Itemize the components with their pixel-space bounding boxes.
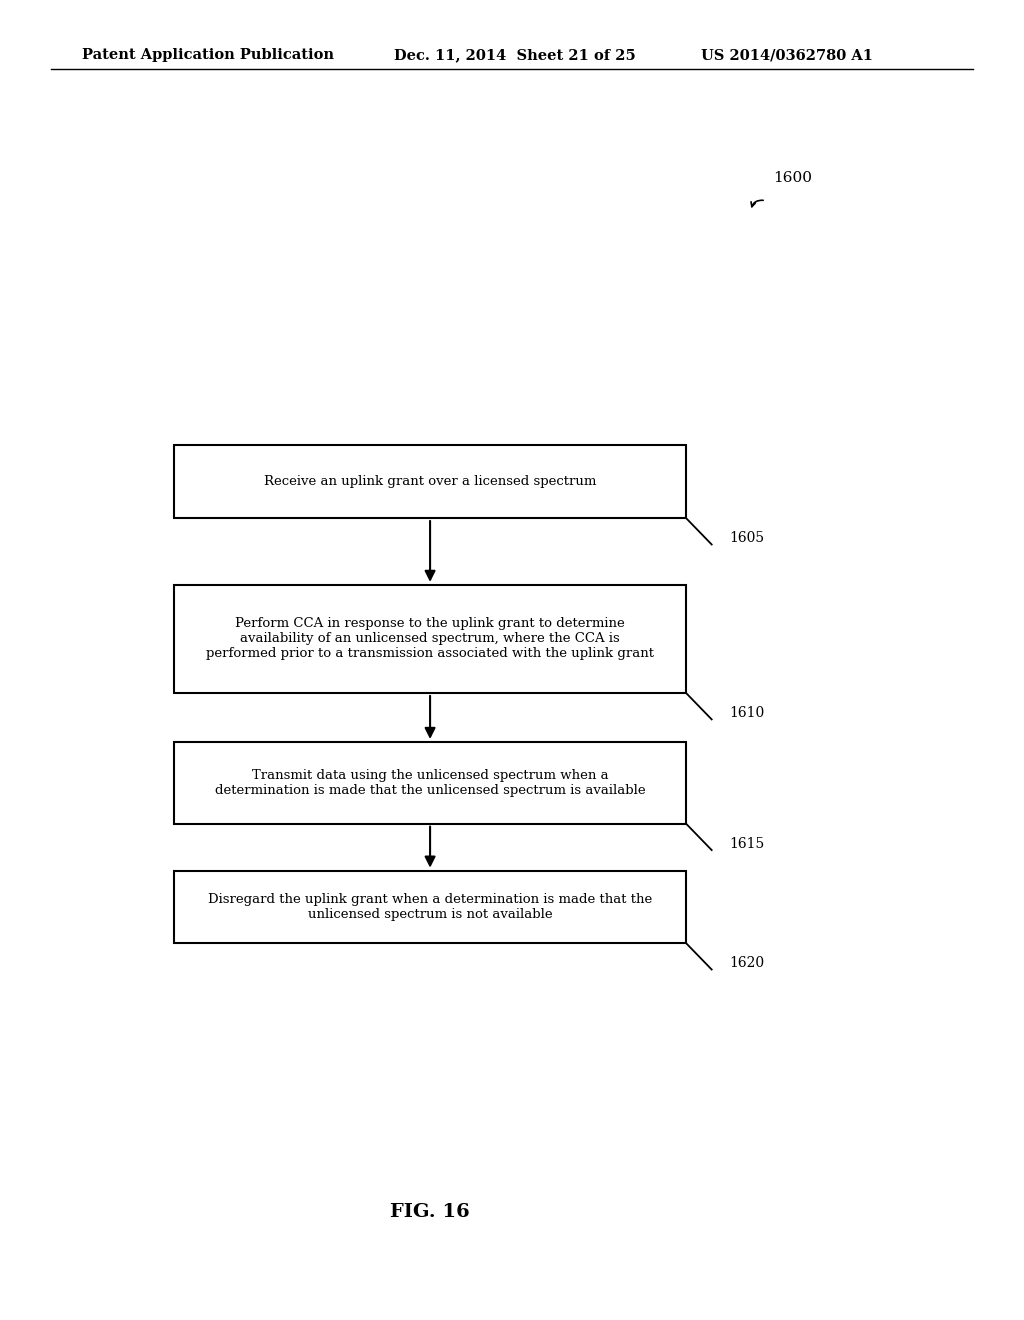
Text: 1600: 1600 bbox=[773, 172, 812, 185]
Text: Patent Application Publication: Patent Application Publication bbox=[82, 49, 334, 62]
Text: 1615: 1615 bbox=[729, 837, 764, 851]
FancyBboxPatch shape bbox=[174, 871, 686, 942]
Text: US 2014/0362780 A1: US 2014/0362780 A1 bbox=[701, 49, 873, 62]
FancyBboxPatch shape bbox=[174, 445, 686, 517]
FancyBboxPatch shape bbox=[174, 585, 686, 693]
Text: Dec. 11, 2014  Sheet 21 of 25: Dec. 11, 2014 Sheet 21 of 25 bbox=[394, 49, 636, 62]
Text: 1610: 1610 bbox=[729, 706, 764, 721]
Text: 1620: 1620 bbox=[729, 956, 764, 970]
Text: FIG. 16: FIG. 16 bbox=[390, 1203, 470, 1221]
Text: Transmit data using the unlicensed spectrum when a
determination is made that th: Transmit data using the unlicensed spect… bbox=[215, 768, 645, 797]
FancyBboxPatch shape bbox=[174, 742, 686, 824]
Text: 1605: 1605 bbox=[729, 531, 764, 545]
Text: Disregard the uplink grant when a determination is made that the
unlicensed spec: Disregard the uplink grant when a determ… bbox=[208, 892, 652, 921]
FancyArrowPatch shape bbox=[751, 201, 763, 207]
Text: Receive an uplink grant over a licensed spectrum: Receive an uplink grant over a licensed … bbox=[264, 475, 596, 488]
Text: Perform CCA in response to the uplink grant to determine
availability of an unli: Perform CCA in response to the uplink gr… bbox=[206, 618, 654, 660]
